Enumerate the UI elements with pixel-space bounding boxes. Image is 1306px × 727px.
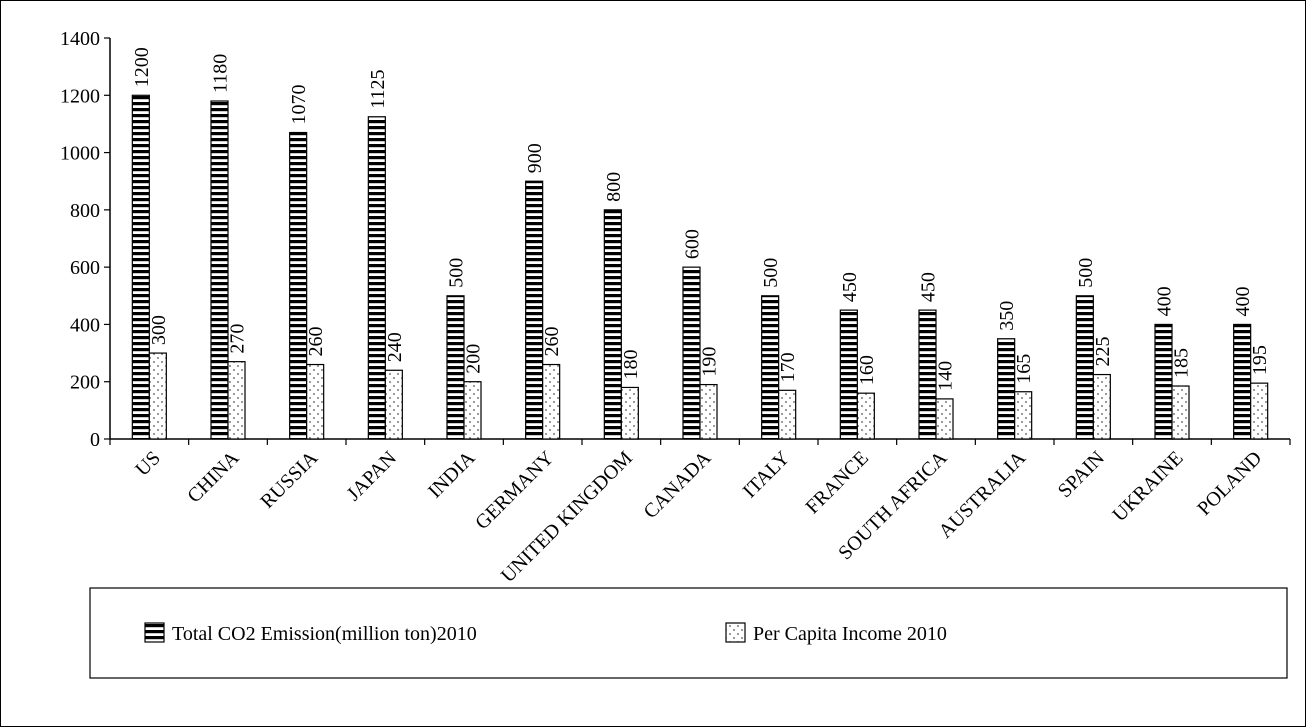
- legend-box: [89, 587, 1288, 679]
- bar-per-capita-income: [306, 363, 325, 440]
- data-label: 160: [856, 355, 878, 385]
- data-label: 400: [1154, 286, 1176, 316]
- y-tick-label: 600: [70, 257, 100, 279]
- data-label: 800: [603, 172, 625, 202]
- bar-co2-emission: [289, 131, 308, 440]
- bar-co2-emission: [761, 295, 780, 440]
- bar-per-capita-income: [620, 386, 639, 440]
- data-label: 180: [620, 349, 642, 379]
- y-tick-label: 400: [70, 314, 100, 336]
- bar-per-capita-income: [935, 398, 954, 440]
- data-label: 450: [918, 272, 940, 302]
- x-tick-label: US: [131, 447, 165, 481]
- data-labels: 1200 300 1180 270 1070 260 1125 240 500 200 900 260…: [131, 47, 1271, 391]
- x-tick-label: JAPAN: [343, 447, 401, 505]
- data-label: 400: [1232, 286, 1254, 316]
- bar-co2-emission: [1154, 323, 1173, 440]
- data-label: 450: [839, 272, 861, 302]
- bar-co2-emission: [210, 100, 229, 440]
- data-label: 190: [699, 347, 721, 377]
- data-label: 270: [227, 324, 249, 354]
- y-tick-label: 1400: [60, 28, 100, 50]
- x-tick-label: RUSSIA: [256, 447, 322, 513]
- legend-swatch-co2: [144, 622, 165, 643]
- legend: Total CO2 Emission(million ton)2010 Per C…: [89, 587, 1288, 679]
- legend-label-income: Per Capita Income 2010: [753, 623, 947, 645]
- data-label: 195: [1249, 345, 1271, 375]
- bar-per-capita-income: [148, 352, 167, 440]
- data-label: 170: [777, 352, 799, 382]
- x-tick-label: ITALY: [739, 447, 794, 502]
- bar-per-capita-income: [1250, 382, 1269, 440]
- data-label: 260: [305, 327, 327, 357]
- y-tick-label: 1200: [60, 85, 100, 107]
- data-label: 500: [1075, 258, 1097, 288]
- bar-co2-emission: [131, 94, 150, 440]
- bar-co2-emission: [1075, 295, 1094, 440]
- legend-label-co2: Total CO2 Emission(million ton)2010: [172, 623, 477, 645]
- legend-swatch-income: [725, 622, 746, 643]
- data-label: 165: [1013, 354, 1035, 384]
- bar-per-capita-income: [542, 363, 561, 440]
- bar-per-capita-income: [1014, 391, 1033, 440]
- bar-co2-emission: [997, 338, 1016, 440]
- data-label: 1200: [131, 47, 153, 87]
- y-tick-label: 800: [70, 200, 100, 222]
- bar-co2-emission: [682, 266, 701, 440]
- y-tick-label: 200: [70, 372, 100, 394]
- data-label: 240: [384, 332, 406, 362]
- bar-per-capita-income: [463, 381, 482, 440]
- data-label: 225: [1092, 337, 1114, 367]
- bar-per-capita-income: [227, 361, 246, 440]
- data-label: 1070: [288, 85, 310, 125]
- bar-co2-emission: [525, 180, 544, 440]
- bar-co2-emission: [603, 209, 622, 440]
- bar-per-capita-income: [856, 392, 875, 440]
- data-label: 185: [1171, 348, 1193, 378]
- data-label: 600: [682, 229, 704, 259]
- bar-per-capita-income: [1171, 385, 1190, 440]
- bar-per-capita-income: [1092, 373, 1111, 440]
- bar-co2-emission: [367, 116, 386, 440]
- data-label: 500: [446, 258, 468, 288]
- x-tick-label: FRANCE: [802, 447, 873, 518]
- y-tick-label: 1000: [60, 143, 100, 165]
- data-label: 500: [760, 258, 782, 288]
- x-tick-label: UNITED KINGDOM: [497, 447, 637, 587]
- x-tick-label: CANADA: [639, 447, 715, 523]
- data-label: 200: [463, 344, 485, 374]
- bars: [131, 94, 1269, 440]
- x-tick-label: GERMANY: [471, 447, 558, 534]
- data-label: 1125: [367, 70, 389, 109]
- bar-co2-emission: [446, 295, 465, 440]
- bar-co2-emission: [839, 309, 858, 440]
- bar-co2-emission: [918, 309, 937, 440]
- data-label: 300: [148, 315, 170, 345]
- data-label: 900: [524, 143, 546, 173]
- bar-co2-emission: [1233, 323, 1252, 440]
- bar-per-capita-income: [699, 383, 718, 440]
- data-label: 350: [996, 301, 1018, 331]
- x-tick-label: UKRAINE: [1108, 447, 1187, 526]
- data-label: 1180: [210, 54, 232, 93]
- bar-per-capita-income: [778, 389, 797, 440]
- y-tick-label: 0: [90, 429, 100, 451]
- bar-per-capita-income: [384, 369, 403, 440]
- x-tick-label: SPAIN: [1054, 447, 1109, 502]
- data-label: 140: [935, 361, 957, 391]
- x-tick-label: POLAND: [1193, 447, 1266, 520]
- data-label: 260: [541, 327, 563, 357]
- x-tick-label: INDIA: [424, 447, 480, 503]
- x-tick-label: CHINA: [183, 447, 244, 508]
